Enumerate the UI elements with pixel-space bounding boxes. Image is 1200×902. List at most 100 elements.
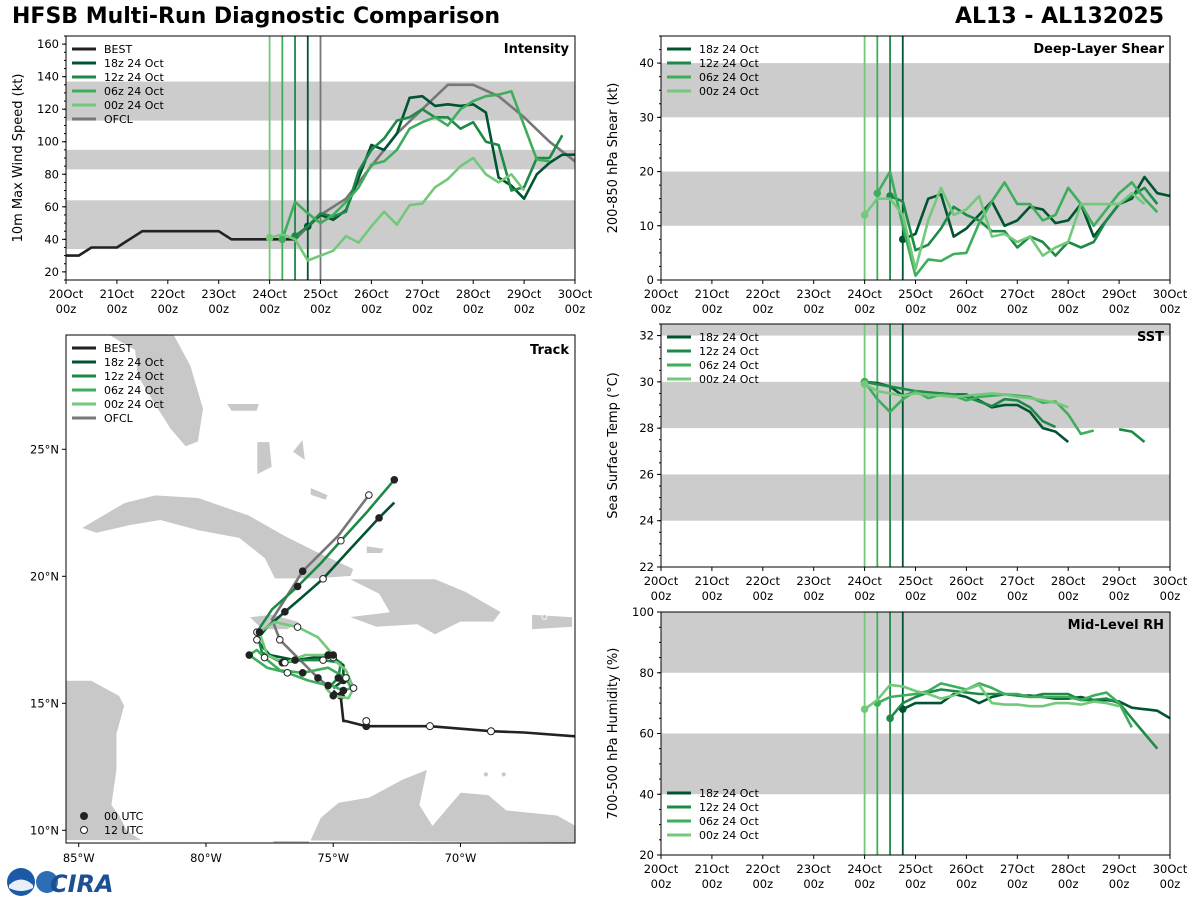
- intensity-series-line: [269, 156, 526, 262]
- intensity-ylabel: 10m Max Wind Speed (kt): [11, 74, 26, 243]
- track-position-marker: [298, 669, 307, 677]
- track-position-marker: [336, 691, 345, 700]
- track-ofcl: [270, 494, 370, 690]
- bahamas-grand: [225, 403, 260, 412]
- shear-xtick-label: 21Oct: [695, 287, 730, 301]
- shear-init-point: [898, 235, 907, 244]
- sst-xtick-label: 00z: [1109, 589, 1130, 603]
- shear-xtick-label: 00z: [702, 302, 723, 316]
- rh-series-line: [902, 692, 1170, 720]
- rh-xtick-label: 00z: [905, 877, 926, 891]
- sst-xtick-label: 23Oct: [796, 574, 831, 588]
- shear-xtick-label: 23Oct: [796, 287, 831, 301]
- intensity-init-point: [278, 235, 287, 244]
- intensity-xtick-label: 21Oct: [100, 287, 135, 301]
- track-position-marker: [329, 691, 338, 700]
- intensity-ytick-label: 160: [37, 37, 59, 51]
- shear-ytick-label: 0: [647, 273, 654, 287]
- track-position-marker: [375, 514, 383, 522]
- sst-xtick-label: 29Oct: [1102, 574, 1137, 588]
- track-position-marker: [275, 636, 284, 644]
- intensity-xtick-label: 24Oct: [252, 287, 287, 301]
- intensity-init-point: [303, 222, 312, 231]
- intensity-band-1: [66, 149, 575, 170]
- track-xtick-label: 70°W: [445, 851, 477, 865]
- sst-ytick-label: 30: [639, 375, 654, 389]
- rh-xtick-label: 24Oct: [847, 862, 882, 876]
- shear-band-0: [661, 171, 1170, 226]
- shear-legend-label: 18z 24 Oct: [699, 43, 759, 56]
- rh-ytick-label: 40: [639, 787, 654, 801]
- shear-ylabel: 200-850 hPa Shear (kt): [606, 83, 621, 234]
- shear-xtick-label: 00z: [1109, 302, 1130, 316]
- shear-init-point: [886, 192, 894, 200]
- track-best: [332, 689, 575, 738]
- track-position-marker: [329, 653, 338, 662]
- small-island-0: [500, 771, 507, 778]
- shear-init-point: [860, 211, 869, 219]
- track-position-marker: [324, 681, 332, 690]
- track-position-marker: [334, 674, 343, 682]
- shear-panel: 01020304020Oct00z21Oct00z22Oct00z23Oct00…: [606, 35, 1188, 316]
- intensity-xtick-label: 25Oct: [303, 287, 338, 301]
- rh-ytick-label: 20: [639, 848, 654, 862]
- rh-panel-title: Mid-Level RH: [1068, 618, 1164, 633]
- intensity-xtick-label: 00z: [310, 302, 331, 316]
- bahamas-andros: [256, 441, 273, 476]
- bahamas-inagua: [365, 545, 385, 554]
- shear-legend-label: 12z 24 Oct: [699, 57, 759, 70]
- rh-xtick-label: 25Oct: [898, 862, 933, 876]
- track-position-marker: [349, 684, 358, 692]
- shear-xtick-label: 29Oct: [1102, 287, 1137, 301]
- shear-xtick-label: 00z: [1007, 302, 1028, 316]
- track-position-marker: [260, 653, 269, 662]
- shear-panel-title: Deep-Layer Shear: [1033, 42, 1164, 57]
- shear-xtick-label: 27Oct: [1000, 287, 1035, 301]
- track-ytick-label: 15°N: [30, 696, 59, 710]
- rh-band-0: [661, 733, 1170, 795]
- small-island-3: [541, 614, 548, 620]
- track-position-marker: [245, 651, 254, 659]
- figure-title: HFSB Multi-Run Diagnostic Comparison: [12, 4, 500, 29]
- rh-xtick-label: 00z: [1160, 877, 1181, 891]
- sst-init-point: [860, 378, 869, 386]
- shear-xtick-label: 28Oct: [1051, 287, 1086, 301]
- track-position-marker: [281, 658, 289, 667]
- track-position-marker: [278, 658, 287, 667]
- track-position-marker: [390, 475, 399, 484]
- rh-xtick-label: 00z: [854, 877, 875, 891]
- bahamas-eleuthera: [291, 438, 319, 470]
- shear-xtick-label: 00z: [1058, 302, 1079, 316]
- south-america: [271, 768, 575, 843]
- track-position-marker: [298, 567, 307, 576]
- sst-xtick-label: 24Oct: [847, 574, 882, 588]
- track-xtick-label: 85°W: [63, 851, 95, 865]
- shear-series-line: [863, 186, 1146, 271]
- shear-ytick-label: 30: [639, 110, 654, 124]
- rh-xtick-label: 00z: [956, 877, 977, 891]
- shear-legend-label: 00z 24 Oct: [699, 85, 759, 98]
- track-position-marker: [314, 674, 322, 682]
- land-masses: [66, 335, 575, 843]
- sst-ytick-label: 24: [639, 514, 654, 528]
- track-legend-label: 18z 24 Oct: [104, 356, 164, 369]
- intensity-band-2: [66, 81, 575, 121]
- bahamas-long: [309, 486, 329, 501]
- track-position-marker: [337, 536, 345, 545]
- sst-series-line: [863, 383, 1069, 409]
- sst-xtick-label: 00z: [651, 589, 672, 603]
- rh-ytick-label: 100: [632, 605, 654, 619]
- rh-band-1: [661, 612, 1170, 673]
- track-position-marker: [339, 686, 348, 695]
- shear-xtick-label: 00z: [905, 302, 926, 316]
- intensity-xtick-label: 30Oct: [558, 287, 593, 301]
- jamaica: [248, 613, 302, 630]
- rh-ytick-label: 60: [639, 727, 654, 741]
- intensity-frame: [65, 35, 576, 281]
- sst-init-point: [860, 378, 869, 386]
- shear-xtick-label: 24Oct: [847, 287, 882, 301]
- intensity-xtick-label: 00z: [56, 302, 77, 316]
- rh-init-point: [873, 699, 882, 707]
- track-ytick-label: 20°N: [30, 569, 59, 583]
